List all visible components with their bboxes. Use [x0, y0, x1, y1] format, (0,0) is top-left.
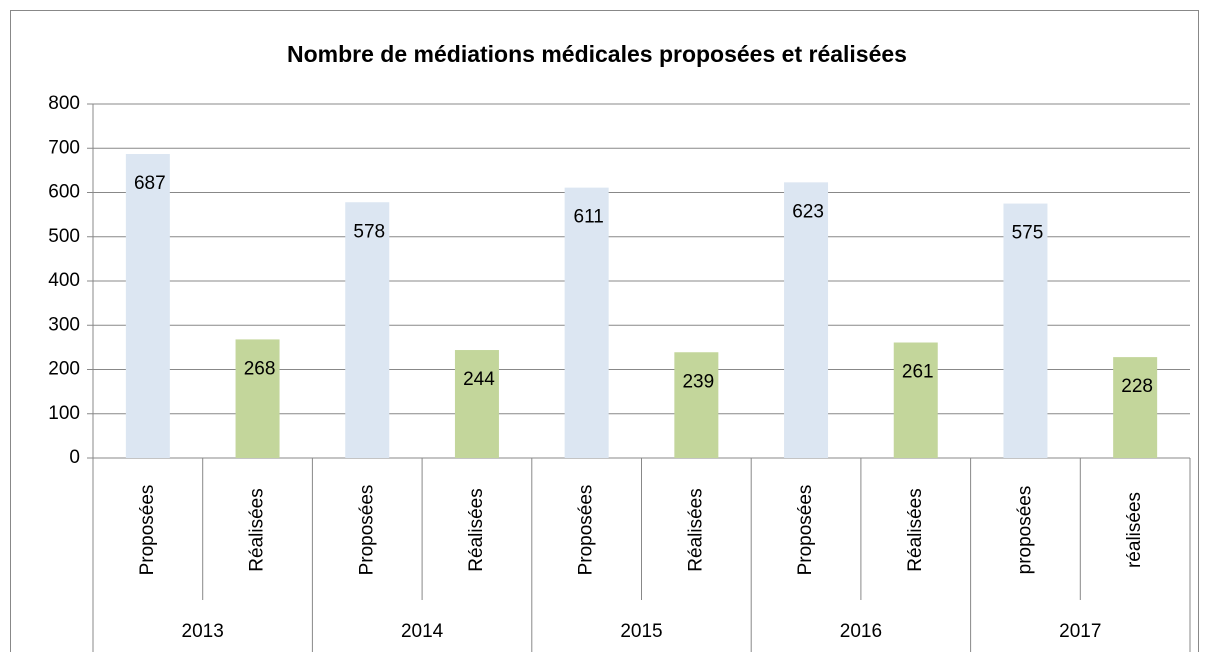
value-label: 578: [353, 221, 385, 242]
x-tick-label: Proposées: [137, 485, 158, 576]
chart-border: [10, 10, 1199, 652]
x-tick-label: Réalisées: [247, 488, 268, 571]
value-label: 687: [134, 173, 166, 194]
x-tick-label: Proposées: [576, 485, 597, 576]
x-tick-label: réalisées: [1124, 492, 1145, 568]
y-tick-label: 500: [48, 226, 80, 247]
value-label: 575: [1012, 223, 1044, 244]
value-label: 261: [902, 362, 934, 383]
y-tick-label: 100: [48, 403, 80, 424]
bar: [784, 182, 829, 458]
bar: [454, 350, 499, 458]
x-tick-label: Réalisées: [685, 488, 706, 571]
value-label: 239: [682, 371, 714, 392]
y-tick-label: 0: [69, 447, 80, 468]
value-label: 244: [463, 369, 495, 390]
x-tick-label: Réalisées: [905, 488, 926, 571]
y-tick-label: 700: [48, 137, 80, 158]
group-label: 2014: [401, 621, 444, 642]
y-tick-label: 800: [48, 93, 80, 114]
value-label: 623: [792, 201, 824, 222]
value-label: 611: [574, 207, 604, 228]
bar: [1113, 357, 1158, 458]
group-label: 2017: [1059, 621, 1101, 642]
y-tick-label: 600: [48, 182, 80, 203]
bar: [345, 202, 390, 458]
bar: [235, 339, 280, 458]
bar: [893, 342, 938, 458]
x-tick-label: proposées: [1014, 486, 1035, 575]
group-label: 2013: [182, 621, 224, 642]
chart-title: Nombre de médiations médicales proposées…: [287, 41, 907, 67]
bar: [1003, 203, 1048, 458]
y-tick-label: 400: [48, 270, 80, 291]
x-tick-label: Proposées: [356, 485, 377, 576]
y-tick-label: 300: [48, 314, 80, 335]
group-label: 2016: [840, 621, 882, 642]
y-tick-label: 200: [48, 359, 80, 380]
value-label: 228: [1121, 376, 1153, 397]
x-tick-label: Proposées: [795, 485, 816, 576]
bar: [674, 352, 719, 458]
bar: [564, 187, 609, 458]
bar: [125, 154, 170, 458]
value-label: 268: [244, 358, 276, 379]
x-tick-label: Réalisées: [466, 488, 487, 571]
group-label: 2015: [620, 621, 662, 642]
